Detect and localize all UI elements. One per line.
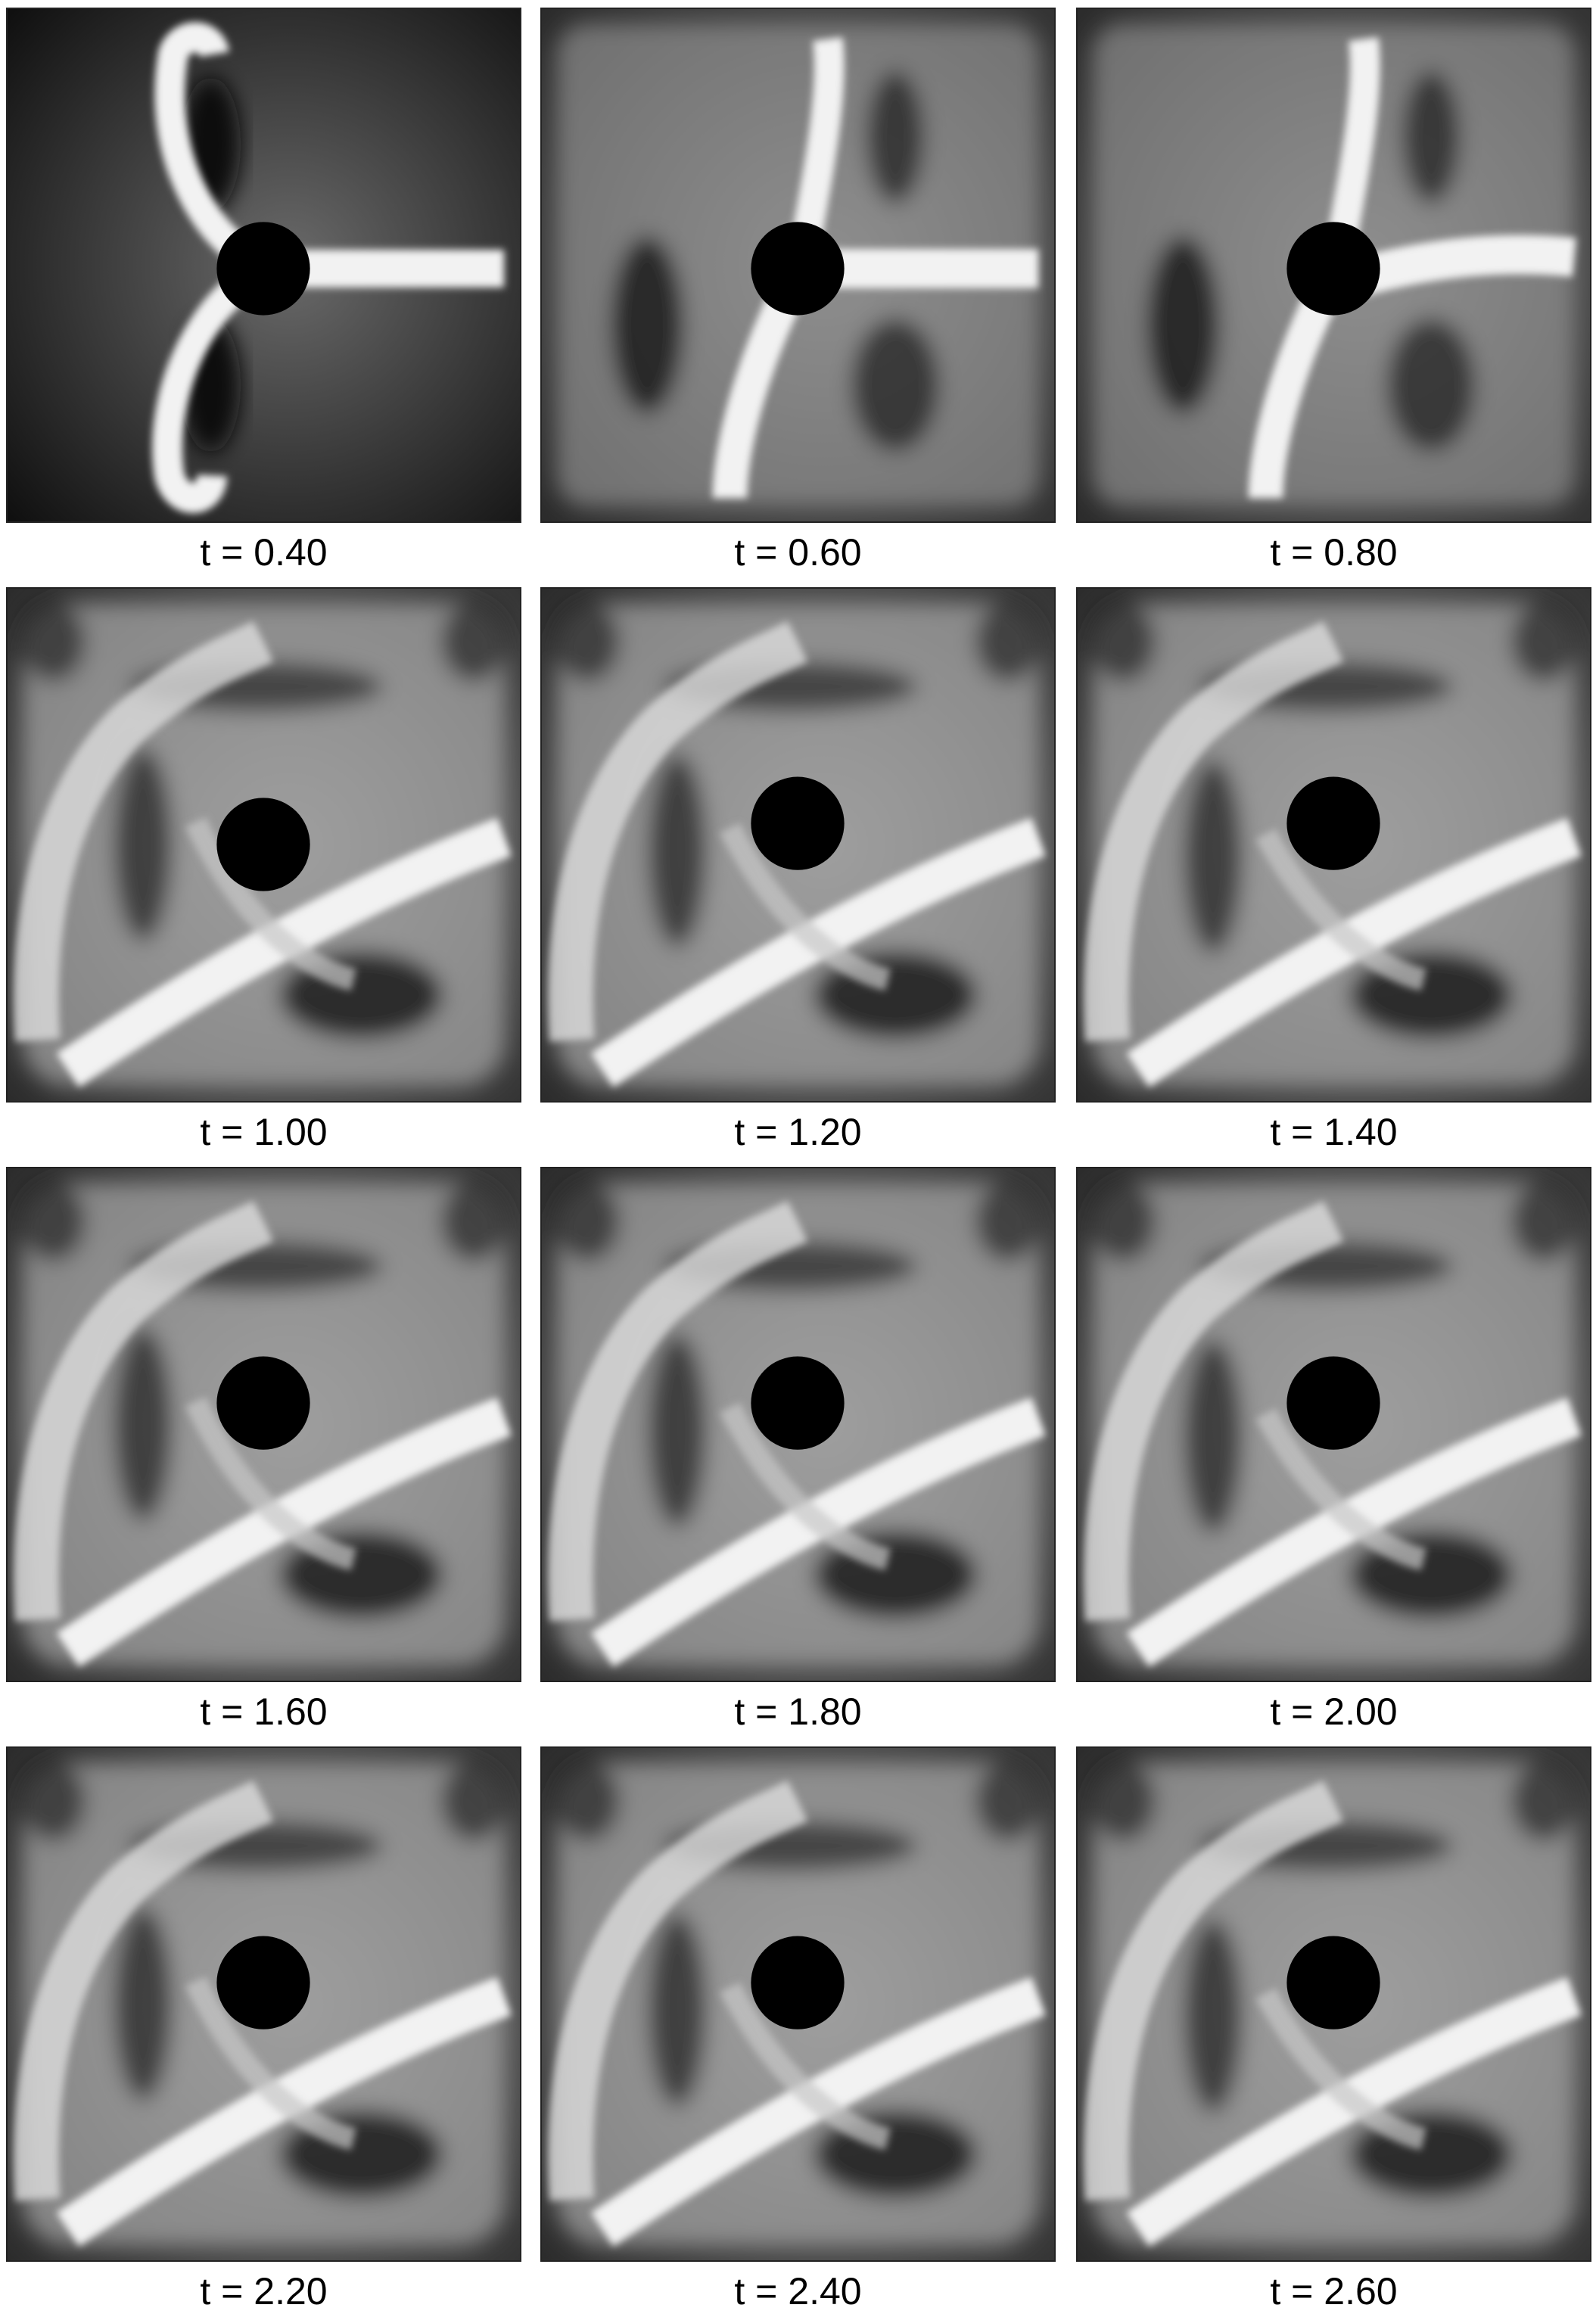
flow-field-image [6, 1167, 521, 1682]
flow-field-graphic [542, 9, 1054, 521]
obstacle-disk [216, 222, 310, 315]
time-caption: t = 2.20 [6, 2269, 521, 2314]
flow-field-image [540, 1746, 1056, 2262]
obstacle-disk [751, 777, 844, 870]
time-caption: t = 1.80 [540, 1689, 1056, 1734]
flow-field-graphic [1078, 1748, 1590, 2260]
time-caption: t = 2.00 [1076, 1689, 1591, 1734]
flow-field-graphic [1078, 9, 1590, 521]
obstacle-disk [216, 1357, 310, 1450]
flow-field-image [1076, 1746, 1591, 2262]
time-caption: t = 2.60 [1076, 2269, 1591, 2314]
flow-field-image [1076, 8, 1591, 523]
flow-field-image [540, 587, 1056, 1103]
flow-field-image [6, 8, 521, 523]
obstacle-disk [751, 222, 844, 315]
obstacle-disk [1286, 222, 1380, 315]
time-caption: t = 1.20 [540, 1109, 1056, 1155]
time-caption: t = 1.40 [1076, 1109, 1591, 1155]
obstacle-disk [1286, 1357, 1380, 1450]
time-caption: t = 0.40 [6, 530, 521, 575]
flow-field-graphic [8, 1168, 520, 1681]
time-caption: t = 0.80 [1076, 530, 1591, 575]
flow-field-graphic [542, 589, 1054, 1101]
flow-field-image [540, 8, 1056, 523]
flow-field-image [1076, 587, 1591, 1103]
flow-field-graphic [8, 1748, 520, 2260]
flow-field-image [1076, 1167, 1591, 1682]
obstacle-disk [1286, 1936, 1380, 2029]
flow-field-graphic [542, 1748, 1054, 2260]
flow-field-image [540, 1167, 1056, 1682]
obstacle-disk [1286, 777, 1380, 870]
flow-field-graphic [1078, 1168, 1590, 1681]
flow-field-graphic [8, 589, 520, 1101]
time-caption: t = 2.40 [540, 2269, 1056, 2314]
flow-field-graphic [8, 9, 520, 521]
obstacle-disk [216, 1936, 310, 2029]
obstacle-disk [751, 1936, 844, 2029]
time-caption: t = 1.00 [6, 1109, 521, 1155]
time-caption: t = 1.60 [6, 1689, 521, 1734]
flow-field-graphic [542, 1168, 1054, 1681]
flow-field-image [6, 1746, 521, 2262]
time-caption: t = 0.60 [540, 530, 1056, 575]
flow-field-graphic [1078, 589, 1590, 1101]
obstacle-disk [216, 798, 310, 891]
obstacle-disk [751, 1357, 844, 1450]
flow-field-image [6, 587, 521, 1103]
